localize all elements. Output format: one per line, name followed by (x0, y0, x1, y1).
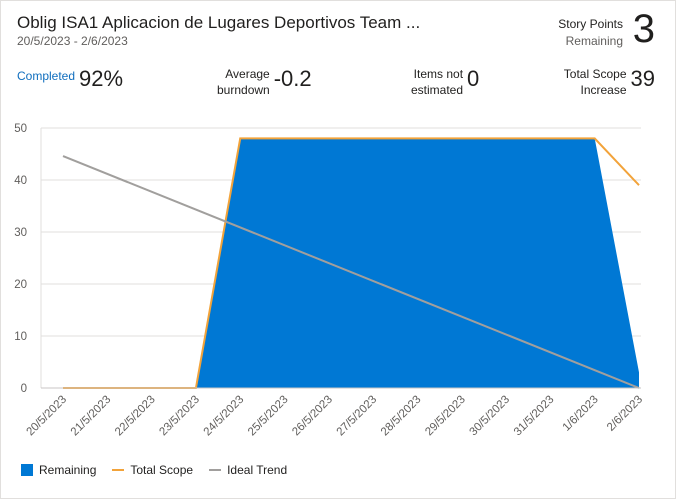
completed-value: 92% (79, 66, 124, 91)
y-tick-label: 20 (14, 279, 27, 291)
x-tick-label: 25/5/2023 (246, 394, 291, 439)
items-not-estimated-label-1: Items not (413, 67, 464, 81)
story-points-sublabel: Remaining (565, 34, 623, 48)
story-points-value: 3 (632, 7, 655, 51)
legend-swatch-remaining (21, 464, 33, 476)
average-burndown-metric: Average burndown -0.2 (217, 66, 312, 98)
x-tick-label: 28/5/2023 (379, 394, 424, 439)
legend-label-ideal-trend: Ideal Trend (227, 463, 288, 477)
y-tick-label: 50 (14, 123, 27, 135)
average-burndown-label-2: burndown (217, 83, 270, 97)
chart-legend: Remaining Total Scope Ideal Trend (21, 463, 303, 477)
completed-metric: Completed 92% (17, 66, 123, 92)
x-tick-label: 29/5/2023 (423, 394, 468, 439)
burndown-chart: 0 10 20 30 40 50 20/5/2023 21/5/2023 22/5/2023 23… (14, 123, 645, 439)
x-tick-label: 21/5/2023 (69, 394, 114, 439)
legend-item-total-scope[interactable]: Total Scope (112, 463, 193, 477)
date-range: 20/5/2023 - 2/6/2023 (17, 34, 128, 48)
total-scope-increase-label-2: Increase (580, 83, 627, 97)
widget-title[interactable]: Oblig ISA1 Aplicacion de Lugares Deporti… (17, 13, 421, 32)
story-points-label: Story Points Remaining (503, 16, 623, 50)
total-scope-increase-metric: Total Scope Increase 39 (564, 66, 655, 98)
legend-swatch-total-scope (112, 469, 125, 471)
x-tick-label: 22/5/2023 (113, 394, 158, 439)
x-tick-label: 30/5/2023 (468, 394, 513, 439)
legend-item-ideal-trend[interactable]: Ideal Trend (209, 463, 287, 477)
x-tick-label: 24/5/2023 (202, 394, 247, 439)
total-scope-increase-label: Total Scope Increase (564, 66, 627, 98)
x-tick-label: 20/5/2023 (24, 394, 69, 439)
average-burndown-label: Average burndown (217, 66, 270, 98)
total-scope-increase-value: 39 (630, 66, 655, 91)
items-not-estimated-label-2: estimated (411, 83, 464, 97)
average-burndown-label-1: Average (225, 67, 270, 81)
x-tick-label: 23/5/2023 (157, 394, 202, 439)
ideal-trend-line (62, 155, 640, 389)
x-tick-label: 27/5/2023 (335, 394, 380, 439)
average-burndown-value: -0.2 (273, 66, 312, 91)
legend-swatch-ideal-trend (209, 469, 222, 471)
remaining-area (63, 138, 639, 388)
legend-label-total-scope: Total Scope (130, 463, 194, 477)
y-tick-label: 0 (21, 383, 27, 395)
y-tick-label: 10 (14, 331, 27, 343)
completed-label: Completed (17, 69, 76, 83)
items-not-estimated-metric: Items not estimated 0 (411, 66, 479, 98)
x-tick-label: 31/5/2023 (512, 394, 557, 439)
legend-label-remaining: Remaining (39, 463, 97, 477)
x-tick-label: 2/6/2023 (605, 394, 645, 434)
items-not-estimated-label: Items not estimated (411, 66, 463, 98)
total-scope-increase-label-1: Total Scope (563, 67, 627, 81)
y-tick-label: 40 (14, 175, 27, 187)
x-tick-label: 26/5/2023 (290, 394, 335, 439)
legend-item-remaining[interactable]: Remaining (21, 463, 96, 477)
y-tick-label: 30 (14, 227, 27, 239)
story-points-label-text: Story Points (558, 17, 623, 31)
x-tick-label: 1/6/2023 (561, 394, 601, 434)
items-not-estimated-value: 0 (467, 66, 480, 91)
